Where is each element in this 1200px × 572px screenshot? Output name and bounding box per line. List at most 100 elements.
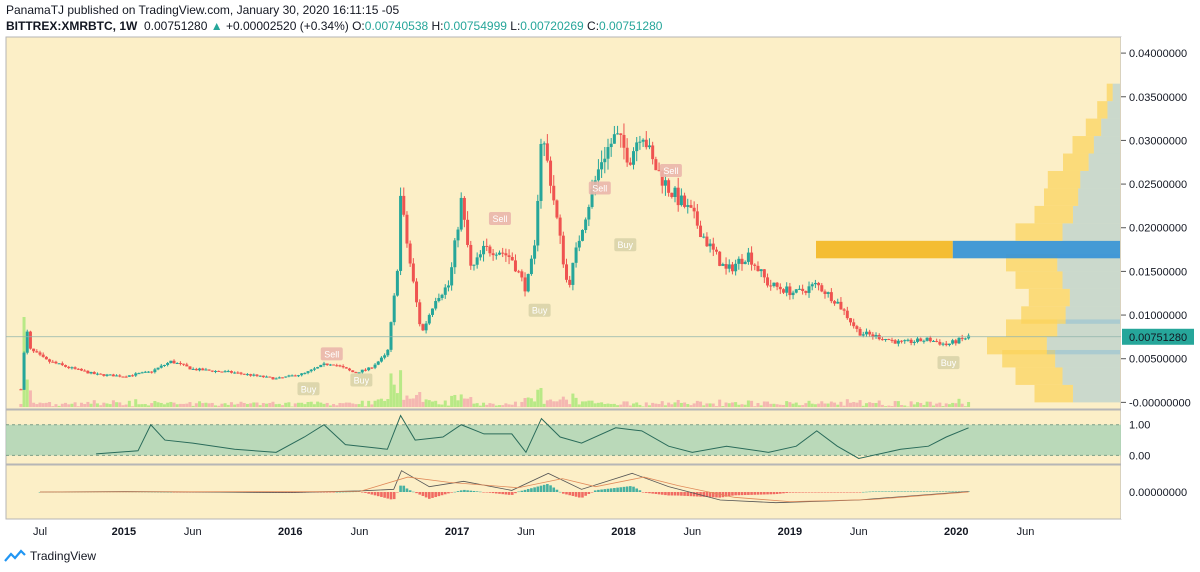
- candle-body: [823, 291, 827, 294]
- macd-hist-bar: [657, 492, 661, 495]
- candle-body: [912, 341, 916, 343]
- macd-hist-bar: [581, 492, 584, 498]
- macd-indicator: 0.00000000: [38, 470, 1187, 504]
- signal-label: Buy: [941, 358, 957, 368]
- volume-bar: [565, 399, 569, 407]
- volume-bar: [19, 403, 23, 407]
- vp-bar-down: [1078, 188, 1120, 206]
- volume-bar: [766, 401, 770, 407]
- volume-bar: [504, 403, 508, 407]
- candle-body: [32, 348, 36, 352]
- candle-body: [855, 326, 859, 329]
- candle-body: [111, 374, 115, 377]
- macd-hist-bar: [673, 492, 677, 496]
- macd-hist-bar: [482, 492, 485, 493]
- macd-hist-bar: [533, 487, 536, 492]
- price-pane[interactable]: [5, 36, 1122, 410]
- volume-bar: [466, 398, 470, 407]
- vp-bar-up: [1106, 83, 1113, 102]
- candle-body: [947, 343, 951, 346]
- volume-bar: [351, 403, 355, 407]
- vp-bar-up: [1015, 367, 1063, 385]
- candle-body: [893, 340, 897, 344]
- candle-body: [76, 368, 80, 370]
- candle-body: [520, 271, 524, 278]
- volume-bar: [494, 405, 498, 407]
- volume-bar: [864, 403, 868, 407]
- volume-bar: [217, 405, 221, 407]
- candle-body: [616, 133, 620, 135]
- volume-bar: [568, 404, 572, 407]
- volume-bar: [150, 403, 154, 407]
- macd-hist-bar: [804, 492, 808, 493]
- macd-hist-bar: [498, 492, 501, 494]
- candle-body: [711, 243, 715, 250]
- open-value: 0.00740538: [364, 19, 429, 33]
- candle-body: [523, 277, 527, 292]
- y-axis-labels: 0.04000000 0.03500000 0.03000000 0.02500000…: [1121, 48, 1191, 409]
- price-change: +0.00002520 (+0.34%): [225, 19, 349, 33]
- volume-bar: [344, 402, 348, 407]
- candle-body: [900, 340, 904, 342]
- candle-body: [647, 145, 651, 148]
- candle-body: [702, 236, 706, 238]
- macd-hist-bar: [852, 492, 855, 493]
- price-axis[interactable]: [1121, 37, 1200, 519]
- volume-bar: [54, 404, 58, 407]
- volume-bar: [408, 398, 412, 407]
- candle-body: [925, 337, 929, 341]
- volume-bar: [603, 403, 607, 407]
- candle-body: [673, 187, 677, 197]
- candle-body: [127, 375, 131, 377]
- candle-body: [561, 235, 565, 265]
- volume-bar: [734, 402, 738, 407]
- candle-body: [549, 160, 553, 186]
- macd-hist-bar: [922, 491, 926, 492]
- signal-tag-buy: [297, 382, 320, 396]
- volume-bar: [746, 400, 750, 407]
- signal-label: Sell: [592, 183, 607, 193]
- vp-bar-up: [1015, 271, 1063, 289]
- volume-bar: [386, 399, 390, 407]
- candle-body: [903, 340, 907, 342]
- candle-body: [434, 301, 438, 309]
- candle-body: [440, 294, 444, 298]
- macd-hist-bar: [475, 491, 479, 492]
- candle-body: [453, 240, 457, 268]
- volume-bar: [405, 395, 409, 407]
- tradingview-brand[interactable]: TradingView: [4, 549, 96, 563]
- y-tick-label: 0.04000000: [1129, 48, 1187, 60]
- volume-bar: [829, 401, 833, 407]
- volume-bar: [574, 397, 578, 407]
- macd-hist-bar: [874, 491, 878, 492]
- volume-bar: [220, 403, 224, 407]
- volume-bar: [475, 403, 479, 407]
- volume-bar: [887, 405, 891, 407]
- volume-bar: [48, 402, 52, 407]
- macd-hist-bar: [431, 492, 434, 498]
- macd-hist-bar: [437, 492, 441, 497]
- macd-hist-bar: [836, 492, 840, 493]
- x-tick-label: 2016: [278, 526, 302, 538]
- volume-bar: [44, 402, 48, 407]
- candle-body: [64, 365, 68, 367]
- candle-body: [309, 369, 313, 372]
- volume-bar: [622, 401, 626, 407]
- candle-body: [600, 162, 604, 170]
- volume-bar: [226, 404, 230, 407]
- volume-bar: [727, 403, 731, 407]
- volume-bar: [957, 398, 961, 407]
- macd-hist-bar: [597, 489, 600, 492]
- candle-body: [718, 251, 722, 266]
- candle-body: [137, 373, 141, 375]
- candle-body: [580, 230, 584, 241]
- macd-hist-bar: [734, 492, 737, 496]
- macd-hist-bar: [386, 492, 390, 499]
- candle-body: [204, 369, 208, 371]
- volume-bar: [849, 402, 853, 407]
- candle-body: [140, 372, 144, 374]
- x-tick-label: 2020: [944, 526, 968, 538]
- macd-hist-bar: [341, 491, 345, 493]
- volume-bar: [877, 400, 881, 407]
